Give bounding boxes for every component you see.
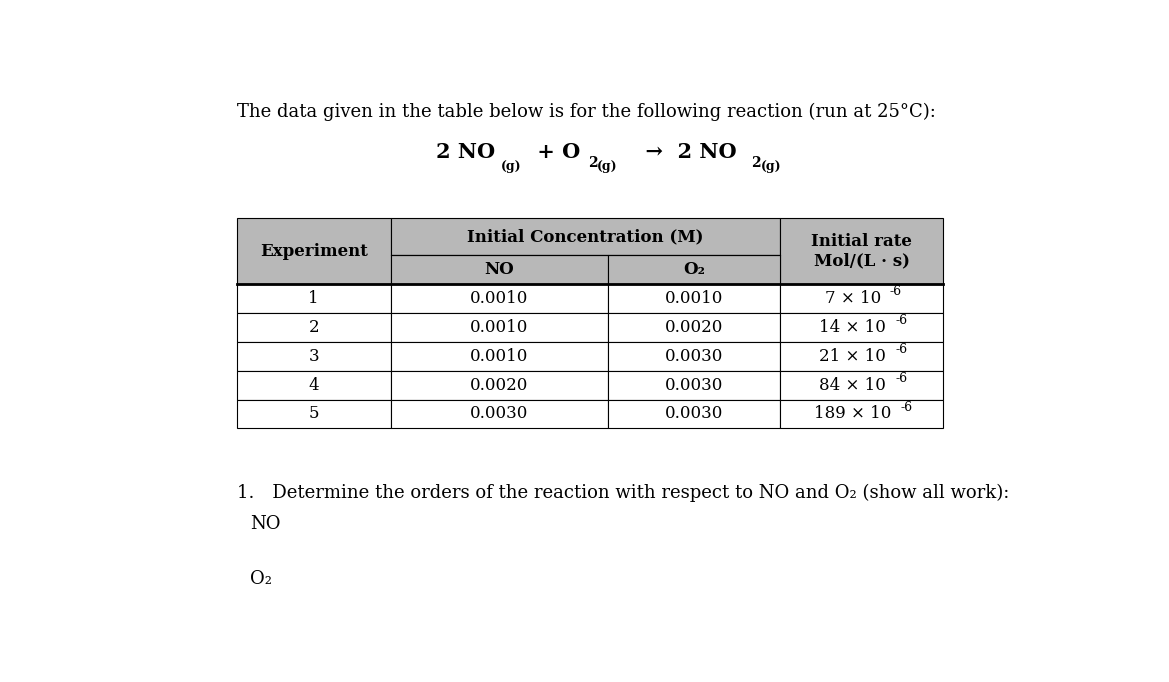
FancyBboxPatch shape bbox=[608, 313, 781, 342]
FancyBboxPatch shape bbox=[608, 371, 781, 400]
Text: 2 NO: 2 NO bbox=[436, 142, 496, 162]
FancyBboxPatch shape bbox=[781, 400, 943, 428]
FancyBboxPatch shape bbox=[236, 284, 390, 313]
Text: 0.0030: 0.0030 bbox=[470, 406, 528, 422]
FancyBboxPatch shape bbox=[608, 400, 781, 428]
FancyBboxPatch shape bbox=[390, 371, 608, 400]
Text: NO: NO bbox=[485, 261, 514, 278]
Text: 21 × 10: 21 × 10 bbox=[819, 348, 886, 365]
Text: 189 × 10: 189 × 10 bbox=[814, 406, 892, 422]
FancyBboxPatch shape bbox=[608, 284, 781, 313]
FancyBboxPatch shape bbox=[390, 255, 608, 284]
Text: -6: -6 bbox=[890, 285, 902, 298]
FancyBboxPatch shape bbox=[236, 313, 390, 342]
Text: 0.0020: 0.0020 bbox=[665, 319, 724, 336]
Text: -6: -6 bbox=[895, 343, 907, 356]
FancyBboxPatch shape bbox=[781, 342, 943, 371]
FancyBboxPatch shape bbox=[608, 342, 781, 371]
FancyBboxPatch shape bbox=[236, 400, 390, 428]
Text: 2: 2 bbox=[309, 319, 319, 336]
Text: Initial rate
Mol/(L · s): Initial rate Mol/(L · s) bbox=[811, 233, 912, 269]
Text: The data given in the table below is for the following reaction (run at 25°C):: The data given in the table below is for… bbox=[236, 103, 935, 121]
Text: 0.0030: 0.0030 bbox=[665, 348, 724, 365]
FancyBboxPatch shape bbox=[781, 313, 943, 342]
FancyBboxPatch shape bbox=[236, 218, 390, 284]
Text: 2: 2 bbox=[588, 156, 597, 170]
FancyBboxPatch shape bbox=[608, 255, 781, 284]
Text: 1. Determine the orders of the reaction with respect to NO and O₂ (show all work: 1. Determine the orders of the reaction … bbox=[236, 484, 1009, 502]
Text: (g): (g) bbox=[597, 160, 618, 173]
FancyBboxPatch shape bbox=[781, 371, 943, 400]
Text: -6: -6 bbox=[901, 400, 913, 414]
FancyBboxPatch shape bbox=[390, 400, 608, 428]
Text: -6: -6 bbox=[895, 372, 907, 385]
Text: →  2 NO: → 2 NO bbox=[631, 142, 736, 162]
FancyBboxPatch shape bbox=[236, 342, 390, 371]
FancyBboxPatch shape bbox=[390, 313, 608, 342]
FancyBboxPatch shape bbox=[781, 284, 943, 313]
Text: (g): (g) bbox=[502, 160, 521, 173]
FancyBboxPatch shape bbox=[390, 342, 608, 371]
Text: O₂: O₂ bbox=[250, 570, 272, 588]
Text: 84 × 10: 84 × 10 bbox=[819, 376, 886, 394]
Text: 1: 1 bbox=[309, 290, 319, 307]
FancyBboxPatch shape bbox=[781, 218, 943, 284]
Text: 7 × 10: 7 × 10 bbox=[824, 290, 881, 307]
Text: 0.0020: 0.0020 bbox=[470, 376, 528, 394]
Text: 0.0010: 0.0010 bbox=[470, 348, 528, 365]
Text: O₂: O₂ bbox=[684, 261, 705, 278]
Text: 4: 4 bbox=[309, 376, 319, 394]
Text: (g): (g) bbox=[760, 160, 781, 173]
Text: 0.0010: 0.0010 bbox=[470, 319, 528, 336]
Text: 5: 5 bbox=[309, 406, 319, 422]
Text: 3: 3 bbox=[309, 348, 319, 365]
Text: Initial Concentration (M): Initial Concentration (M) bbox=[468, 228, 704, 246]
Text: 14 × 10: 14 × 10 bbox=[819, 319, 886, 336]
Text: + O: + O bbox=[531, 142, 581, 162]
Text: Experiment: Experiment bbox=[260, 243, 368, 260]
Text: NO: NO bbox=[250, 515, 281, 533]
FancyBboxPatch shape bbox=[390, 218, 781, 255]
Text: 2: 2 bbox=[752, 156, 761, 170]
Text: 0.0010: 0.0010 bbox=[470, 290, 528, 307]
Text: 0.0010: 0.0010 bbox=[665, 290, 724, 307]
Text: 0.0030: 0.0030 bbox=[665, 376, 724, 394]
FancyBboxPatch shape bbox=[390, 284, 608, 313]
Text: 0.0030: 0.0030 bbox=[665, 406, 724, 422]
Text: -6: -6 bbox=[895, 314, 907, 327]
FancyBboxPatch shape bbox=[236, 371, 390, 400]
